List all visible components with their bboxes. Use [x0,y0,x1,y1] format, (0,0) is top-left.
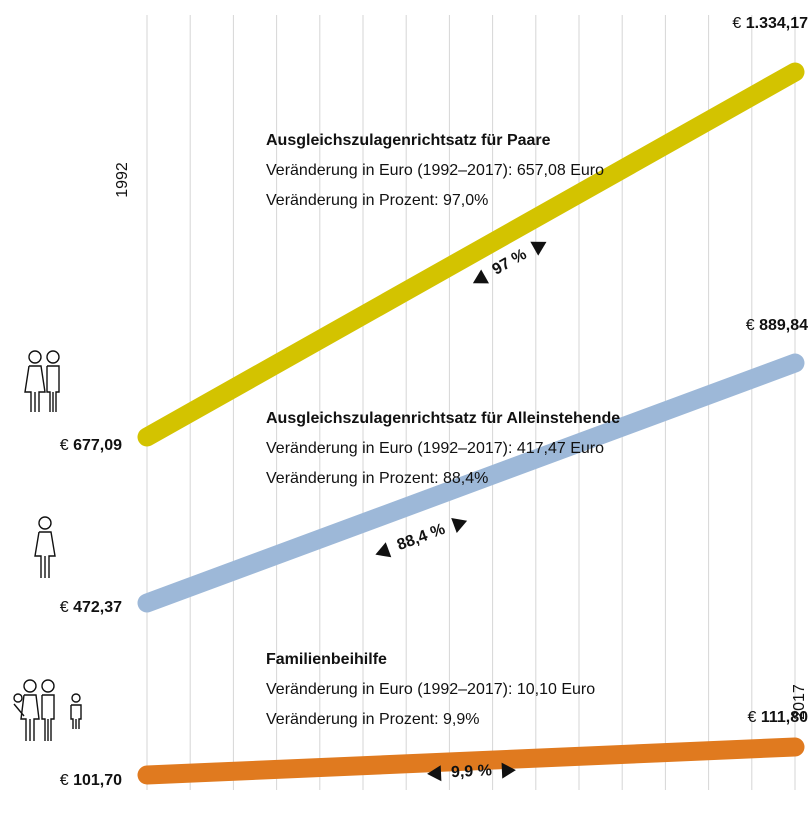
arrow-right [501,762,516,779]
x-start-label: 1992 [114,162,131,198]
change-percent: Veränderung in Prozent: 88,4% [266,470,488,487]
x-end-label: 2017 [791,684,808,720]
value: 111,80 [761,709,808,726]
series-line [137,353,805,613]
value-label: € 111,80 [747,709,808,726]
currency: € [60,772,69,789]
series-name: Ausgleichszulagenrichtsatz für Alleinste… [266,410,620,427]
arrow-left [472,269,490,284]
currency: € [747,709,756,726]
value: 101,70 [73,772,122,789]
value-label: € 1.334,17 [732,15,808,32]
icon-single [34,516,56,578]
arrow-left [375,542,392,558]
arrow-right [451,518,468,534]
change-label: 88,4 % [395,521,448,554]
icon-family [13,679,82,741]
value: 472,37 [73,599,122,616]
change-percent: Veränderung in Prozent: 9,9% [266,711,479,728]
currency: € [746,317,755,334]
arrow-left [427,765,442,782]
change-euro: Veränderung in Euro (1992–2017): 10,10 E… [266,681,595,698]
currency: € [60,437,69,454]
series-line [137,737,805,785]
currency: € [732,15,741,32]
value-label: € 889,84 [746,317,808,334]
change-percent: Veränderung in Prozent: 97,0% [266,192,488,209]
series-name: Familienbeihilfe [266,651,387,668]
value: 889,84 [759,317,808,334]
value-label: € 472,37 [60,599,122,616]
series-line [137,62,805,447]
change-badge: 9,9 % [427,762,516,782]
change-label: 9,9 % [451,762,493,781]
icon-couple [24,350,60,412]
value-label: € 101,70 [60,772,122,789]
currency: € [60,599,69,616]
change-euro: Veränderung in Euro (1992–2017): 657,08 … [266,162,604,179]
arrow-right [530,241,547,256]
value-label: € 677,09 [60,437,122,454]
value: 1.334,17 [746,15,808,32]
change-euro: Veränderung in Euro (1992–2017): 417,47 … [266,440,604,457]
series-name: Ausgleichszulagenrichtsatz für Paare [266,132,551,149]
value: 677,09 [73,437,122,454]
